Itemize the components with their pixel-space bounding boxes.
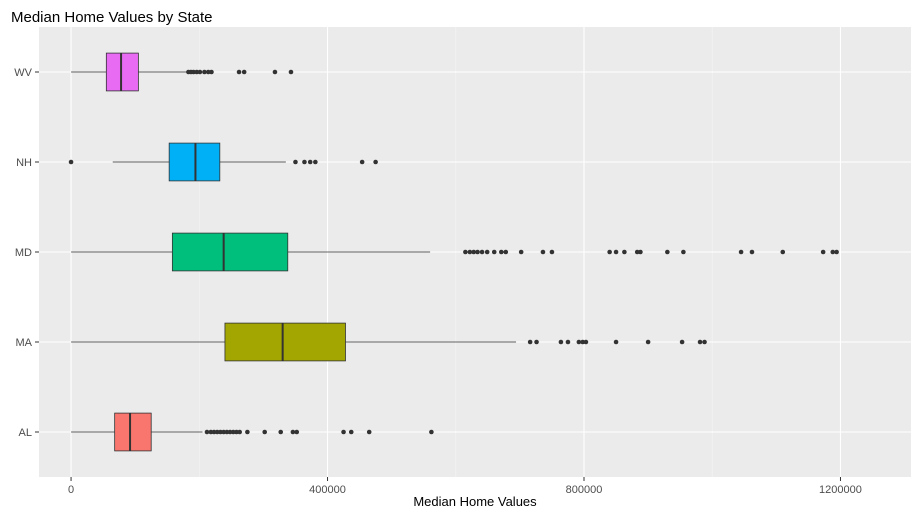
outlier-point (484, 249, 490, 255)
outlier-point (211, 429, 217, 435)
outlier-point (679, 339, 685, 345)
outlier-point (245, 429, 250, 435)
outlier-point (290, 429, 296, 435)
outlier-point (498, 249, 504, 255)
outlier-point (780, 249, 786, 255)
outlier-point (359, 159, 365, 165)
outlier-point (302, 159, 307, 165)
outlier-point (576, 339, 582, 345)
outlier-point (558, 339, 564, 345)
box-al (71, 412, 434, 452)
outlier-point (749, 249, 755, 255)
x-tick-label: 0 (68, 484, 74, 496)
y-tick-label: NH (16, 157, 32, 169)
outlier-point (262, 429, 267, 435)
outlier-point (549, 249, 555, 255)
outlier-point (565, 339, 571, 345)
outlier-point (341, 429, 346, 435)
outlier-point (218, 429, 223, 435)
outlier-point (288, 69, 294, 75)
box-nh (68, 142, 378, 182)
outlier-point (294, 429, 300, 435)
outlier-point (197, 69, 203, 75)
x-tick-label: 1200000 (819, 484, 862, 496)
outlier-point (205, 69, 211, 75)
outlier-point (194, 69, 200, 75)
outlier-point (518, 249, 524, 255)
outlier-point (204, 429, 210, 435)
outlier-point (236, 69, 242, 75)
outlier-point (227, 429, 233, 435)
box-iqr (114, 412, 152, 452)
y-tick-label: MD (15, 247, 32, 259)
box-ma (71, 322, 707, 362)
outlier-point (313, 159, 318, 165)
outlier-point (209, 69, 214, 75)
outlier-point (429, 429, 434, 435)
outlier-point (638, 249, 643, 255)
outlier-point (634, 249, 640, 255)
outlier-point (830, 249, 836, 255)
box-iqr (224, 322, 346, 362)
outlier-point (463, 249, 468, 255)
outlier-point (681, 249, 686, 255)
box-wv (71, 52, 294, 92)
outlier-point (221, 429, 226, 435)
chart-title: Median Home Values by State (11, 9, 213, 26)
box-md (71, 232, 839, 272)
outlier-point (702, 339, 707, 345)
outlier-point (613, 249, 619, 255)
outlier-point (583, 339, 589, 345)
outlier-point (237, 429, 242, 435)
outlier-point (68, 159, 74, 165)
outlier-point (191, 69, 196, 75)
outlier-point (293, 159, 298, 165)
outlier-point (208, 429, 214, 435)
outlier-point (230, 429, 236, 435)
x-tick-label: 800000 (566, 484, 603, 496)
outlier-point (373, 159, 378, 165)
outlier-point (738, 249, 744, 255)
y-tick-label: MA (16, 337, 33, 349)
outlier-point (307, 159, 313, 165)
outlier-point (234, 429, 239, 435)
outlier-point (348, 429, 354, 435)
y-tick-label: AL (19, 427, 32, 439)
outlier-point (834, 249, 839, 255)
outlier-point (467, 249, 473, 255)
outlier-point (241, 69, 247, 75)
outlier-point (540, 249, 546, 255)
outlier-point (479, 249, 485, 255)
outlier-point (278, 429, 284, 435)
outlier-point (272, 69, 278, 75)
outlier-point (471, 249, 477, 255)
outlier-point (613, 339, 619, 345)
y-tick-label: WV (14, 67, 32, 79)
outlier-point (820, 249, 826, 255)
outlier-point (607, 249, 612, 255)
outlier-point (580, 339, 586, 345)
boxes (68, 52, 839, 452)
y-axis: WV NH MD MA AL (14, 67, 39, 439)
outlier-point (202, 69, 207, 75)
x-axis: 0 400000 800000 1200000 (68, 477, 862, 496)
box-iqr (171, 232, 289, 272)
outlier-point (527, 339, 533, 345)
box-iqr (105, 52, 139, 92)
outlier-point (665, 249, 670, 255)
outlier-point (697, 339, 703, 345)
outlier-point (475, 249, 480, 255)
outlier-point (491, 249, 497, 255)
outlier-point (214, 429, 220, 435)
x-axis-label: Median Home Values (413, 494, 537, 509)
outlier-point (622, 249, 627, 255)
x-tick-label: 400000 (309, 484, 346, 496)
outlier-point (224, 429, 230, 435)
outlier-point (645, 339, 651, 345)
outlier-point (534, 339, 539, 345)
outlier-point (366, 429, 372, 435)
outlier-point (503, 249, 509, 255)
